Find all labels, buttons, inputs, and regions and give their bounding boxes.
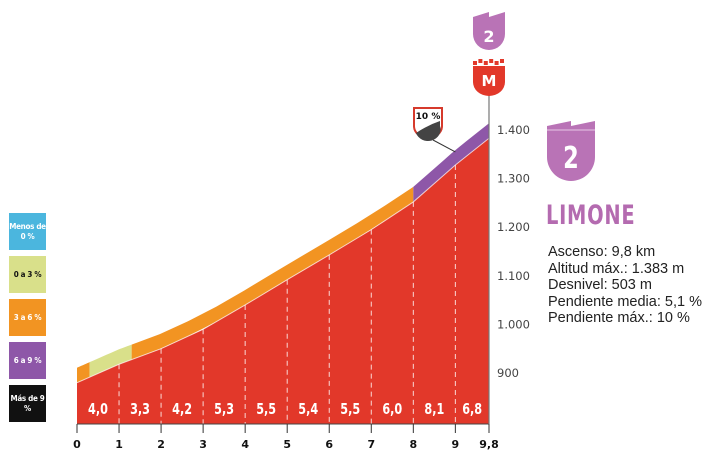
- segment-gradient-label: 4,2: [172, 402, 192, 419]
- segment-gradient-label: 6,8: [462, 402, 482, 419]
- legend-item: Más de 9 %: [9, 385, 46, 422]
- category-badge-icon: [472, 12, 505, 50]
- gradient-band: [89, 344, 132, 378]
- gradient-band: [131, 186, 414, 360]
- slope-icon: [416, 121, 441, 142]
- legend-item: 3 a 6 %: [9, 299, 46, 336]
- segment-gradient-label: 4,0: [88, 402, 108, 419]
- checkered-flag-icon: [499, 59, 504, 63]
- x-tick-label: 9,8: [479, 438, 499, 451]
- checkered-flag-icon: [494, 61, 499, 65]
- climb-stat: Pendiente máx.: 10 %: [548, 310, 690, 326]
- x-tick-label: 5: [283, 438, 291, 451]
- badge-pointer: [432, 139, 456, 153]
- y-tick-label: 1.300: [497, 172, 530, 186]
- category-badge-large-number: 2: [563, 141, 579, 176]
- y-tick-label: 900: [497, 366, 519, 380]
- x-tick-label: 9: [452, 438, 460, 451]
- checkered-flag-icon: [489, 59, 494, 63]
- climb-stat: Altitud máx.: 1.383 m: [548, 260, 685, 277]
- checkered-flag-icon: [483, 61, 488, 65]
- checkered-flag-icon: [478, 59, 483, 63]
- category-badge-number: 2: [483, 27, 494, 46]
- x-tick-label: 0: [73, 438, 81, 451]
- segment-gradient-label: 5,3: [214, 402, 234, 419]
- gradient-band: [77, 362, 90, 383]
- legend-item: Menos de 0 %: [9, 213, 46, 250]
- x-tick-label: 7: [367, 438, 375, 451]
- climb-stats: Ascenso: 9,8 km Altitud máx.: 1.383 m Desn…: [548, 244, 702, 327]
- checkered-flag-icon: [472, 61, 477, 65]
- max-gradient-badge-label: 10 %: [416, 112, 441, 122]
- x-tick-label: 4: [241, 438, 249, 451]
- climb-stat: Ascenso: 9,8 km: [548, 244, 656, 260]
- x-tick-label: 6: [325, 438, 333, 451]
- category-badge-large-icon: [547, 121, 595, 181]
- x-tick-label: 8: [409, 438, 417, 451]
- segment-gradient-label: 5,5: [256, 402, 276, 419]
- elevation-area: [77, 138, 489, 424]
- finish-marker-label: M: [482, 72, 497, 90]
- y-tick-label: 1.000: [497, 317, 530, 331]
- x-tick-label: 3: [199, 438, 207, 451]
- x-tick-label: 2: [157, 438, 165, 451]
- gradient-band: [413, 123, 489, 202]
- segment-gradient-label: 3,3: [130, 402, 150, 419]
- y-tick-label: 1.200: [497, 220, 530, 234]
- segment-gradient-label: 5,5: [340, 402, 360, 419]
- finish-marker-icon: [472, 66, 505, 96]
- legend-item: 6 a 9 %: [9, 342, 46, 379]
- climb-stat: Pendiente media: 5,1 %: [548, 293, 702, 310]
- climb-stat: Desnivel: 503 m: [548, 277, 652, 293]
- segment-gradient-label: 5,4: [298, 402, 318, 419]
- x-tick-label: 1: [115, 438, 123, 451]
- climb-name: LIMONE: [546, 200, 636, 231]
- y-tick-label: 1.400: [497, 123, 530, 137]
- legend-item: 0 a 3 %: [9, 256, 46, 293]
- segment-gradient-label: 8,1: [424, 402, 444, 419]
- y-tick-label: 1.100: [497, 269, 530, 283]
- segment-gradient-label: 6,0: [382, 402, 402, 419]
